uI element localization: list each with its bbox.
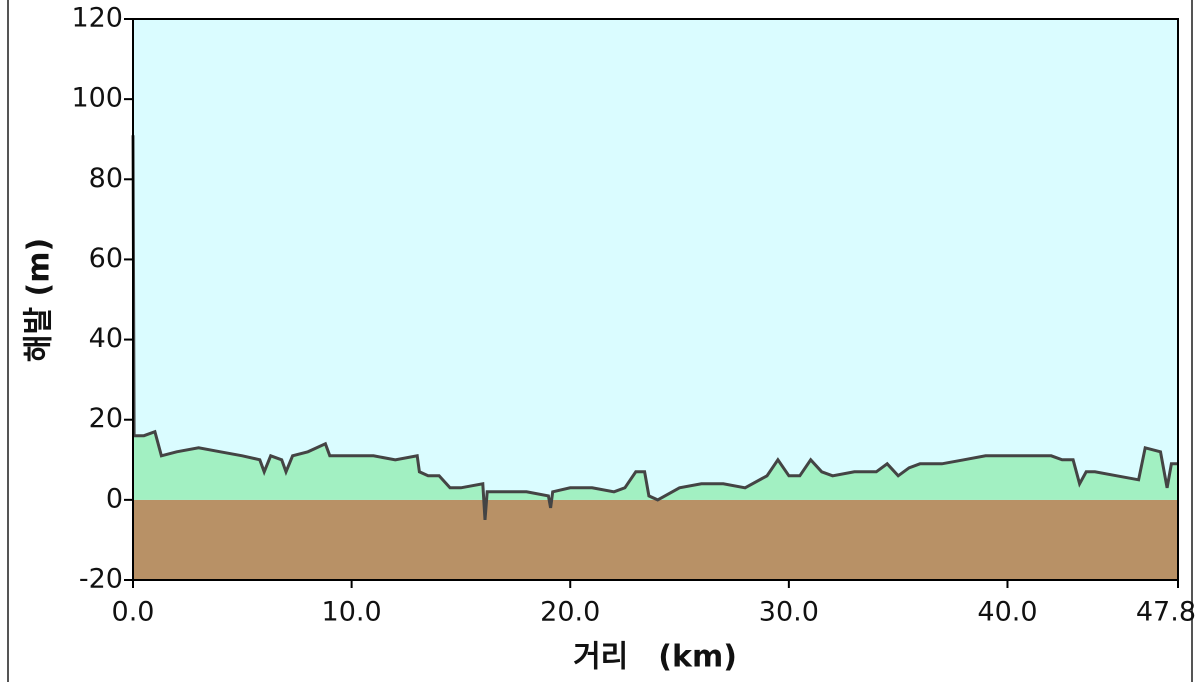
y-tick-label: 60 bbox=[89, 243, 123, 274]
y-tick-label: 120 bbox=[71, 3, 123, 34]
y-axis-label: 해발 (m) bbox=[22, 238, 57, 362]
x-tick-label: 10.0 bbox=[322, 597, 382, 628]
plot-border bbox=[132, 18, 1179, 581]
y-tick-label: 0 bbox=[106, 483, 123, 514]
y-tick-label: 100 bbox=[71, 83, 123, 114]
x-axis-label: 거리 (km) bbox=[573, 640, 737, 675]
x-tick-label: 47.8 bbox=[1136, 597, 1196, 628]
x-tick-label: 40.0 bbox=[977, 597, 1037, 628]
ground bbox=[133, 499, 1178, 580]
x-tick-label: 0.0 bbox=[112, 597, 155, 628]
y-tick-label: 40 bbox=[89, 323, 123, 354]
x-tick-label: 20.0 bbox=[540, 597, 600, 628]
area bbox=[133, 135, 1178, 520]
y-tick-label: 80 bbox=[89, 163, 123, 194]
sky bbox=[133, 19, 1178, 500]
x-tick-label: 30.0 bbox=[759, 597, 819, 628]
y-tick-label: -20 bbox=[79, 564, 123, 595]
y-tick-label: 20 bbox=[89, 403, 123, 434]
line bbox=[131, 135, 1178, 521]
